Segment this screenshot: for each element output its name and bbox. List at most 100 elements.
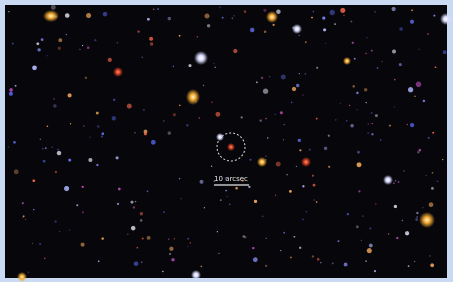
faint-star <box>82 45 83 46</box>
faint-star <box>410 123 414 127</box>
sky-image: 10 arcsec <box>0 0 453 282</box>
faint-star <box>45 147 47 149</box>
faint-star <box>392 7 396 11</box>
faint-star <box>53 104 56 107</box>
faint-star <box>101 135 103 137</box>
faint-star <box>220 199 222 201</box>
star <box>266 11 278 23</box>
faint-star <box>168 131 171 134</box>
faint-star <box>112 116 116 120</box>
faint-star <box>79 49 81 51</box>
faint-star <box>174 238 175 239</box>
faint-star <box>162 271 163 272</box>
faint-star <box>332 262 334 264</box>
faint-star <box>101 237 103 239</box>
star <box>257 157 267 167</box>
faint-star <box>66 34 67 35</box>
faint-star <box>207 24 210 27</box>
faint-star <box>316 118 318 120</box>
faint-star <box>343 14 345 16</box>
faint-star <box>323 28 326 31</box>
faint-star <box>261 77 263 79</box>
faint-star <box>88 158 92 162</box>
star <box>440 13 452 25</box>
faint-star <box>293 236 295 238</box>
faint-star <box>244 10 247 13</box>
faint-star <box>292 87 296 91</box>
faint-star <box>151 140 156 145</box>
faint-star <box>320 262 322 264</box>
faint-star <box>432 132 434 134</box>
faint-star <box>233 15 235 17</box>
faint-star <box>43 160 46 163</box>
faint-star <box>275 194 276 195</box>
faint-star <box>59 231 60 232</box>
faint-star <box>135 201 136 202</box>
faint-star <box>377 67 379 69</box>
faint-star <box>394 79 395 80</box>
faint-star <box>304 73 305 74</box>
faint-star <box>171 258 174 261</box>
faint-star <box>150 42 153 45</box>
faint-star <box>143 109 145 111</box>
faint-star <box>417 151 420 154</box>
faint-star <box>442 159 443 160</box>
faint-star <box>309 149 311 151</box>
faint-star <box>82 211 84 213</box>
faint-star <box>350 21 352 23</box>
faint-star <box>264 31 267 34</box>
faint-star <box>362 215 363 216</box>
faint-star <box>286 174 287 175</box>
faint-star <box>263 89 268 94</box>
faint-star <box>398 181 400 183</box>
faint-star <box>316 67 318 69</box>
faint-star <box>366 102 367 103</box>
faint-star <box>418 49 419 50</box>
faint-star <box>163 120 165 122</box>
faint-star <box>443 50 447 54</box>
star <box>113 67 123 77</box>
faint-star <box>113 99 115 101</box>
faint-star <box>98 260 100 262</box>
faint-star <box>133 206 135 208</box>
faint-star <box>347 213 349 215</box>
faint-star <box>36 42 39 45</box>
faint-star <box>416 216 417 217</box>
faint-star <box>94 39 96 41</box>
faint-star <box>211 102 212 103</box>
faint-star <box>296 84 299 87</box>
faint-star <box>117 42 118 43</box>
faint-star <box>311 17 313 19</box>
faint-star <box>429 255 431 257</box>
faint-star <box>47 55 48 56</box>
faint-star <box>299 73 300 74</box>
faint-star <box>408 87 413 92</box>
star <box>383 175 393 185</box>
faint-star <box>372 123 373 124</box>
faint-star <box>181 198 182 199</box>
faint-star <box>241 116 243 118</box>
faint-star <box>186 124 188 126</box>
faint-star <box>276 9 280 13</box>
faint-star <box>141 261 143 263</box>
faint-star <box>187 238 189 240</box>
faint-star <box>364 88 367 91</box>
faint-star <box>147 190 149 192</box>
faint-star <box>68 159 71 162</box>
faint-star <box>280 250 281 251</box>
faint-star <box>432 172 434 174</box>
faint-star <box>250 28 254 32</box>
faint-star <box>352 42 354 44</box>
faint-star <box>291 102 292 103</box>
faint-star <box>147 236 151 240</box>
faint-star <box>54 220 56 222</box>
faint-star <box>337 240 339 242</box>
faint-star <box>235 187 238 190</box>
faint-star <box>68 93 72 97</box>
faint-star <box>313 11 315 13</box>
faint-star <box>217 231 218 232</box>
faint-star <box>335 119 336 120</box>
faint-star <box>173 66 174 67</box>
faint-star <box>12 43 14 45</box>
faint-star <box>275 114 276 115</box>
